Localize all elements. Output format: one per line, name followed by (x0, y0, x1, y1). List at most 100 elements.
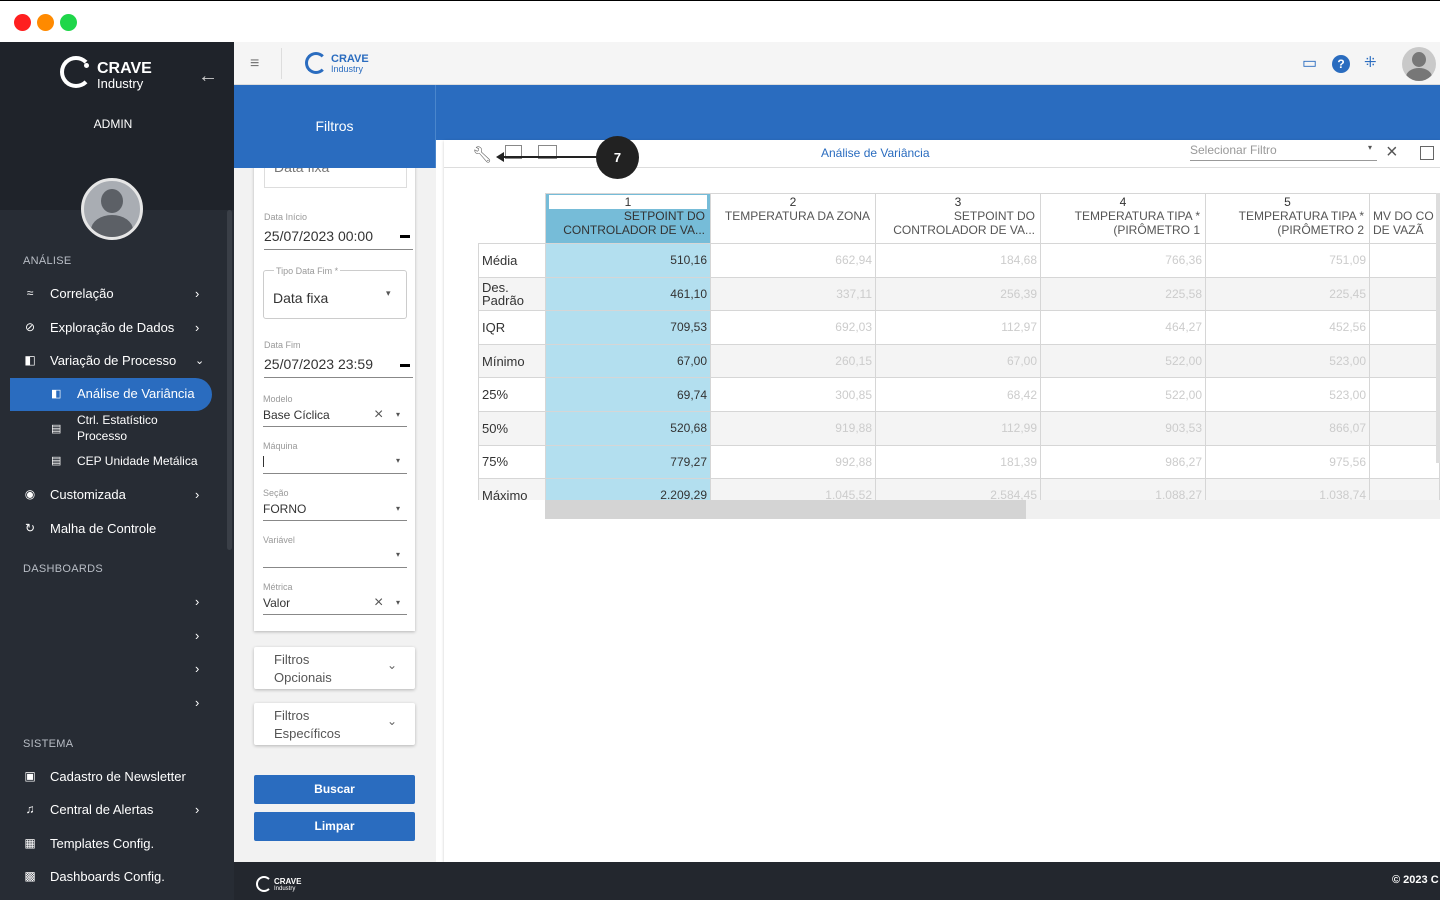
dropdown-arrow-icon[interactable]: ▾ (396, 504, 401, 513)
table-export-icon[interactable] (505, 145, 522, 159)
table-cell[interactable]: 992,88 (710, 444, 876, 480)
table-cell[interactable]: 1.038,74 (1205, 478, 1370, 500)
dropdown-arrow-icon[interactable]: ▾ (396, 410, 401, 419)
table-cell[interactable]: 1.088,27 (1040, 478, 1206, 500)
sidebar-item-malha[interactable]: ↻ Malha de Controle (24, 520, 157, 536)
table-cell[interactable]: 986,27 (1040, 444, 1206, 480)
table-cell[interactable] (1369, 276, 1440, 312)
menu-icon[interactable]: ≡ (250, 55, 260, 72)
sidebar-item-alertas[interactable]: ♫ Central de Alertas › (0, 794, 226, 824)
table-cell[interactable]: 766,36 (1040, 243, 1206, 278)
table-cell[interactable]: 692,03 (710, 310, 876, 345)
close-window-button[interactable] (14, 14, 31, 31)
sidebar-item-templates[interactable]: ▦ Templates Config. (24, 835, 155, 851)
table-cell[interactable]: 67,00 (875, 343, 1041, 379)
table-cell[interactable]: 919,88 (710, 410, 876, 446)
tipo-data-fim-select[interactable]: Tipo Data Fim * Data fixa ▾ (263, 266, 407, 319)
column-header[interactable]: 1 SETPOINT DO CONTROLADOR DE VA... (545, 193, 711, 244)
secao-select[interactable]: FORNO (263, 502, 307, 516)
dashboard-item-4[interactable]: › (0, 687, 226, 717)
table-cell[interactable]: 69,74 (545, 377, 711, 412)
sidebar-item-customizada[interactable]: ◉ Customizada › (24, 486, 200, 502)
avatar[interactable] (81, 178, 143, 240)
close-icon[interactable]: × (1386, 141, 1398, 163)
table-cell[interactable]: 523,00 (1205, 343, 1370, 379)
table-cell[interactable] (1369, 444, 1440, 480)
sidebar-item-ctrl-estatistico[interactable]: ▤ Ctrl. Estatístico Processo (51, 413, 158, 443)
help-icon[interactable]: ? (1332, 55, 1350, 73)
dashboard-item-2[interactable]: › (0, 620, 226, 650)
table-cell[interactable]: 464,27 (1040, 310, 1206, 345)
table-cell[interactable]: 866,07 (1205, 410, 1370, 446)
table-cell[interactable] (1369, 410, 1440, 446)
calendar-icon[interactable]: ▬ (400, 359, 410, 370)
table-cell[interactable]: 461,10 (545, 276, 711, 312)
table-cell[interactable]: 903,53 (1040, 410, 1206, 446)
table-cell[interactable]: 256,39 (875, 276, 1041, 312)
sidebar-item-variacao[interactable]: ◧ Variação de Processo ⌄ (24, 352, 205, 368)
table-cell[interactable]: 452,56 (1205, 310, 1370, 345)
data-fim-input[interactable]: 25/07/2023 23:59 (264, 356, 373, 372)
data-inicio-input[interactable]: 25/07/2023 00:00 (264, 228, 373, 244)
image-export-icon[interactable] (538, 145, 557, 159)
header-avatar[interactable] (1402, 47, 1436, 81)
metrica-select[interactable]: Valor (263, 596, 291, 610)
filter-select[interactable]: Selecionar Filtro ▾ (1190, 142, 1377, 161)
maximize-window-button[interactable] (60, 14, 77, 31)
modelo-select[interactable]: Base Cíclica (263, 408, 330, 422)
table-cell[interactable]: 522,00 (1040, 343, 1206, 379)
sidebar-item-dashboards-config[interactable]: ▩ Dashboards Config. (24, 868, 165, 884)
table-cell[interactable]: 260,15 (710, 343, 876, 379)
table-cell[interactable]: 67,00 (545, 343, 711, 379)
table-scrollbar-thumb[interactable] (545, 500, 1026, 519)
column-header[interactable]: 5 TEMPERATURA TIPA * (PIRÔMETRO 2 (1205, 193, 1370, 244)
table-cell[interactable] (1369, 478, 1440, 500)
calendar-icon[interactable]: ▬ (400, 230, 410, 241)
filtros-especificos-expander[interactable]: Filtros Específicos ⌄ (254, 703, 415, 745)
table-cell[interactable]: 300,85 (710, 377, 876, 412)
sidebar-item-correlacao[interactable]: ≈ Correlação › (0, 278, 226, 308)
chat-icon[interactable]: ▭ (1302, 55, 1318, 72)
table-cell[interactable]: 337,11 (710, 276, 876, 312)
table-cell[interactable] (1369, 243, 1440, 278)
dropdown-arrow-icon[interactable]: ▾ (396, 598, 401, 607)
collapse-arrow-icon[interactable]: ← (198, 65, 218, 87)
table-cell[interactable]: 2.209,29 (545, 478, 711, 500)
sidebar-item-exploracao[interactable]: ⊘ Exploração de Dados › (24, 319, 200, 335)
table-cell[interactable]: 510,16 (545, 243, 711, 278)
table-cell[interactable]: 112,97 (875, 310, 1041, 345)
table-cell[interactable]: 181,39 (875, 444, 1041, 480)
table-cell[interactable]: 709,53 (545, 310, 711, 345)
table-cell[interactable]: 779,27 (545, 444, 711, 480)
fullscreen-exit-icon[interactable]: ⁜ (1364, 54, 1377, 71)
dropdown-arrow-icon[interactable]: ▾ (396, 550, 401, 559)
limpar-button[interactable]: Limpar (254, 812, 415, 841)
column-header[interactable]: 2 TEMPERATURA DA ZONA (710, 193, 876, 244)
table-cell[interactable]: 751,09 (1205, 243, 1370, 278)
table-cell[interactable]: 68,42 (875, 377, 1041, 412)
filtros-opcionais-expander[interactable]: Filtros Opcionais ⌄ (254, 647, 415, 689)
table-cell[interactable] (1369, 377, 1440, 412)
table-cell[interactable] (1369, 343, 1440, 379)
table-cell[interactable]: 523,00 (1205, 377, 1370, 412)
wrench-icon[interactable]: 🔧︎ (472, 147, 493, 164)
column-header[interactable]: 3 SETPOINT DO CONTROLADOR DE VA... (875, 193, 1041, 244)
clear-icon[interactable]: × (374, 594, 384, 611)
table-cell[interactable] (1369, 310, 1440, 345)
buscar-button[interactable]: Buscar (254, 775, 415, 804)
table-cell[interactable]: 522,00 (1040, 377, 1206, 412)
sidebar-scrollbar[interactable] (227, 210, 232, 550)
save-icon[interactable] (1420, 146, 1434, 160)
dropdown-arrow-icon[interactable]: ▾ (396, 456, 401, 465)
table-cell[interactable]: 2.584,45 (875, 478, 1041, 500)
dashboard-item-1[interactable]: › (0, 586, 226, 616)
table-cell[interactable]: 225,58 (1040, 276, 1206, 312)
sidebar-item-cep[interactable]: ▤ CEP Unidade Metálica (51, 454, 198, 468)
minimize-window-button[interactable] (37, 14, 54, 31)
sidebar-item-newsletter[interactable]: ▣ Cadastro de Newsletter (24, 768, 186, 784)
table-cell[interactable]: 225,45 (1205, 276, 1370, 312)
column-header[interactable]: 4 TEMPERATURA TIPA * (PIRÔMETRO 1 (1040, 193, 1206, 244)
table-vertical-scrollbar[interactable] (1436, 193, 1440, 463)
table-cell[interactable]: 520,68 (545, 410, 711, 446)
table-cell[interactable]: 975,56 (1205, 444, 1370, 480)
